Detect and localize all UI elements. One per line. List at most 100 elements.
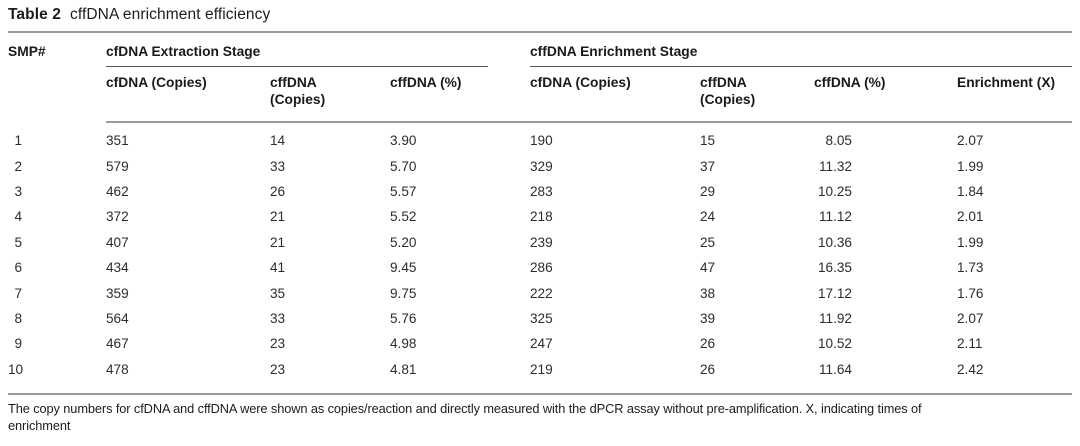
cell-ext-cfdna-copies: 407: [106, 234, 129, 250]
group-header-enrichment: cffDNA Enrichment Stage: [530, 33, 1072, 67]
cell-enrichment-x: 2.11: [957, 336, 983, 352]
cell-smp: 2: [14, 158, 22, 174]
group-header-row: SMP# cfDNA Extraction Stage cffDNA Enric…: [8, 33, 1072, 67]
cell-enrichment-x: 1.73: [957, 260, 984, 276]
cell-ext-cffdna-copies: 21: [270, 209, 286, 225]
table-row: 10 478 23 4.81 219 26 11.64 2.42: [8, 357, 1072, 382]
cell-ext-cffdna-pct: 5.52: [390, 209, 417, 225]
cell-enr-cffdna-pct: 11.92: [818, 310, 852, 326]
table-head: SMP# cfDNA Extraction Stage cffDNA Enric…: [8, 33, 1072, 123]
cell-ext-cfdna-copies: 579: [106, 158, 129, 174]
cell-ext-cffdna-pct: 4.98: [390, 336, 417, 352]
cell-smp: 3: [14, 183, 22, 199]
cell-enr-cffdna-pct: 11.64: [818, 361, 852, 377]
cell-ext-cfdna-copies: 564: [106, 310, 129, 326]
cell-enr-cfdna-copies: 329: [530, 158, 553, 174]
table-row: 9 467 23 4.98 247 26 10.52 2.11: [8, 331, 1072, 356]
cell-ext-cffdna-pct: 3.90: [390, 133, 417, 149]
column-header-enrichment-x: Enrichment (X): [957, 67, 1072, 123]
cell-smp: 4: [14, 209, 22, 225]
cell-enr-cfdna-copies: 283: [530, 183, 553, 199]
table-row: 3 462 26 5.57 283 29 10.25 1.84: [8, 179, 1072, 204]
cell-enr-cfdna-copies: 222: [530, 285, 553, 301]
cell-ext-cffdna-copies: 35: [270, 285, 286, 301]
cell-enr-cffdna-copies: 25: [700, 234, 716, 250]
paper-table-figure: Table 2 cffDNA enrichment efficiency SMP#…: [8, 0, 1072, 435]
table-row: 8 564 33 5.76 325 39 11.92 2.07: [8, 306, 1072, 331]
cell-smp: 8: [14, 310, 22, 326]
table-body: 1 351 14 3.90 190 15 8.05 2.07 2 579 33 5.70 329 37 11…: [8, 122, 1072, 382]
table-caption: cffDNA enrichment efficiency: [69, 6, 271, 23]
cell-enr-cffdna-copies: 29: [700, 183, 716, 199]
cell-ext-cfdna-copies: 351: [106, 133, 129, 149]
cell-enr-cffdna-pct: 10.25: [817, 183, 852, 199]
cell-smp: 9: [14, 336, 22, 352]
cell-enr-cffdna-pct: 8.05: [825, 133, 852, 149]
cell-enr-cffdna-copies: 24: [700, 209, 716, 225]
cell-ext-cffdna-copies: 41: [270, 260, 286, 276]
table-footnote: The copy numbers for cfDNA and cffDNA we…: [8, 392, 1072, 435]
group-header-extraction: cfDNA Extraction Stage: [106, 33, 530, 67]
footnote-line: The copy numbers for cfDNA and cffDNA we…: [8, 400, 922, 416]
cell-ext-cffdna-copies: 26: [270, 183, 286, 199]
cell-enr-cffdna-pct: 11.32: [818, 158, 852, 174]
cell-enrichment-x: 1.99: [957, 234, 984, 250]
table-row: 2 579 33 5.70 329 37 11.32 1.99: [8, 153, 1072, 178]
cell-enrichment-x: 1.99: [957, 158, 984, 174]
table-row: 7 359 35 9.75 222 38 17.12 1.76: [8, 280, 1072, 305]
cell-enr-cffdna-copies: 26: [700, 361, 716, 377]
cell-smp: 5: [14, 234, 22, 250]
cell-enr-cfdna-copies: 247: [530, 336, 553, 352]
table-row: 1 351 14 3.90 190 15 8.05 2.07: [8, 122, 1072, 153]
cell-enr-cffdna-copies: 38: [700, 285, 716, 301]
data-table: SMP# cfDNA Extraction Stage cffDNA Enric…: [8, 33, 1072, 382]
cell-ext-cfdna-copies: 467: [106, 336, 129, 352]
group-header-extraction-label: cfDNA Extraction Stage: [106, 44, 261, 59]
cell-enr-cffdna-copies: 37: [700, 158, 716, 174]
table-row: 6 434 41 9.45 286 47 16.35 1.73: [8, 255, 1072, 280]
column-header-ext-cffdna-pct: cffDNA (%): [390, 67, 530, 123]
cell-smp: 6: [14, 260, 22, 276]
cell-smp: 1: [14, 132, 22, 148]
column-header-enr-cffdna-pct: cffDNA (%): [814, 67, 957, 123]
cell-ext-cffdna-pct: 4.81: [390, 361, 417, 377]
cell-enr-cfdna-copies: 239: [530, 234, 553, 250]
cell-enr-cfdna-copies: 218: [530, 209, 553, 225]
cell-enr-cfdna-copies: 219: [530, 361, 553, 377]
column-header-ext-cffdna-copies: cffDNA (Copies): [270, 67, 390, 123]
cell-ext-cffdna-copies: 33: [270, 310, 286, 326]
cell-enr-cfdna-copies: 325: [530, 310, 553, 326]
table-row: 5 407 21 5.20 239 25 10.36 1.99: [8, 230, 1072, 255]
cell-enr-cffdna-copies: 26: [700, 336, 716, 352]
cell-ext-cffdna-copies: 23: [270, 361, 286, 377]
column-header-ext-cfdna-copies: cfDNA (Copies): [106, 67, 270, 123]
table-title: Table 2 cffDNA enrichment efficiency: [8, 0, 1072, 33]
cell-ext-cffdna-pct: 5.20: [390, 234, 417, 250]
cell-enr-cffdna-pct: 17.12: [817, 285, 852, 301]
cell-ext-cffdna-pct: 5.76: [390, 310, 417, 326]
column-header-enr-cffdna-copies: cffDNA (Copies): [700, 67, 814, 123]
cell-ext-cfdna-copies: 372: [106, 209, 129, 225]
cell-smp: 10: [8, 361, 24, 377]
cell-enrichment-x: 1.76: [957, 285, 984, 301]
table-row: 4 372 21 5.52 218 24 11.12 2.01: [8, 204, 1072, 229]
cell-enrichment-x: 2.42: [957, 361, 984, 377]
cell-ext-cffdna-pct: 5.70: [390, 158, 417, 174]
cell-ext-cfdna-copies: 462: [106, 183, 129, 199]
cell-enrichment-x: 2.01: [957, 209, 984, 225]
cell-enr-cffdna-pct: 10.36: [817, 234, 852, 250]
cell-enr-cffdna-pct: 16.35: [817, 260, 852, 276]
cell-ext-cffdna-pct: 9.45: [390, 260, 417, 276]
cell-ext-cffdna-copies: 33: [270, 158, 286, 174]
cell-enr-cfdna-copies: 190: [530, 133, 553, 149]
cell-ext-cffdna-copies: 21: [270, 234, 286, 250]
cell-ext-cfdna-copies: 478: [106, 361, 129, 377]
cell-ext-cffdna-copies: 14: [270, 133, 286, 149]
cell-enrichment-x: 1.84: [957, 183, 984, 199]
cell-enr-cffdna-copies: 39: [700, 310, 716, 326]
table-number: Table 2: [8, 6, 61, 23]
column-header-enr-cfdna-copies: cfDNA (Copies): [530, 67, 700, 123]
cell-enr-cffdna-copies: 15: [700, 133, 716, 149]
cell-ext-cffdna-copies: 23: [270, 336, 286, 352]
footnote-line: enrichment: [8, 418, 71, 434]
